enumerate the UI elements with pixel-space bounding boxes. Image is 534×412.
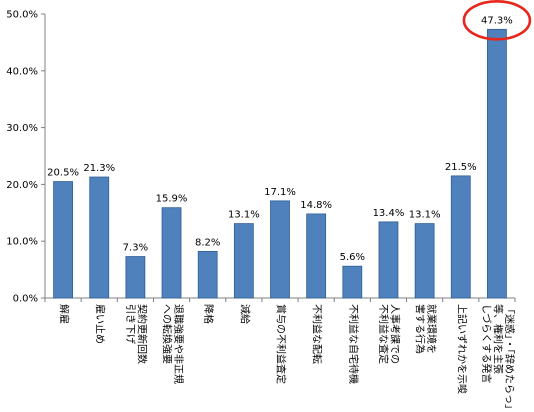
category-label: 人事考課での xyxy=(389,304,402,364)
data-label: 14.8% xyxy=(300,200,332,211)
bar xyxy=(270,200,290,299)
data-label: 15.9% xyxy=(156,194,188,205)
axes: 0.0% 10.0% 20.0% 30.0% 40.0% 50.0% xyxy=(6,10,516,305)
category-label: 減給 xyxy=(238,304,251,324)
bar xyxy=(487,28,507,299)
bars xyxy=(53,28,507,299)
data-label: 5.6% xyxy=(340,252,365,263)
bar xyxy=(414,223,435,299)
category-label: 等、権利を主張 xyxy=(491,304,504,374)
data-label: 8.2% xyxy=(195,237,220,248)
category-label: 雇い止め xyxy=(94,304,107,344)
category-label: 賞与の不利益査定 xyxy=(275,304,288,384)
category-label: 降格 xyxy=(202,304,215,324)
bar xyxy=(233,223,254,299)
data-label: 47.3% xyxy=(481,15,513,26)
data-label: 7.3% xyxy=(123,243,148,254)
bar xyxy=(125,256,146,299)
bar xyxy=(306,213,327,299)
bar xyxy=(53,181,73,299)
y-tick-label: 20.0% xyxy=(6,180,38,191)
category-label: しづらくする発言 xyxy=(480,304,493,383)
data-labels: 20.5% 21.3% 7.3% 15.9% 8.2% 13.1% 17.1% 14.8% 5.… xyxy=(47,15,513,263)
highlight-group xyxy=(462,0,532,41)
y-tick-label: 30.0% xyxy=(6,123,38,134)
category-label: 解雇 xyxy=(58,304,71,324)
category-label: 契約更新回数 xyxy=(136,304,149,364)
bar xyxy=(378,221,399,299)
bar xyxy=(342,265,363,299)
category-label: 上記いずれかを示唆 xyxy=(455,304,468,394)
category-label: 不利益な配転 xyxy=(311,304,324,364)
category-label: への転換強要 xyxy=(160,304,173,364)
category-label: 害する行為 xyxy=(413,304,426,354)
data-label: 13.1% xyxy=(228,210,260,221)
y-tick-label: 10.0% xyxy=(6,237,38,248)
bar xyxy=(89,176,110,299)
category-label: 「迷惑」・「辞めたらっ」 xyxy=(503,304,516,412)
data-label: 20.5% xyxy=(47,168,79,179)
category-label: 引き下げ xyxy=(124,304,136,344)
y-tick-label: 0.0% xyxy=(13,294,38,305)
data-label: 13.1% xyxy=(409,210,441,221)
y-tick-label: 50.0% xyxy=(6,10,38,21)
data-label: 21.3% xyxy=(83,163,115,174)
data-label: 13.4% xyxy=(373,208,405,219)
bar xyxy=(450,175,471,299)
category-label: 退職強要や非正規 xyxy=(172,304,185,384)
category-label: 不利益な査定 xyxy=(377,304,390,364)
y-tick-label: 40.0% xyxy=(6,66,38,77)
highlight-circle xyxy=(462,0,532,41)
bar xyxy=(197,251,218,299)
category-label: 不利益な自宅待機 xyxy=(347,304,360,384)
data-label: 21.5% xyxy=(445,162,477,173)
data-label: 17.1% xyxy=(264,187,296,198)
category-label: 就業環境を xyxy=(425,304,438,354)
bar xyxy=(161,207,182,299)
